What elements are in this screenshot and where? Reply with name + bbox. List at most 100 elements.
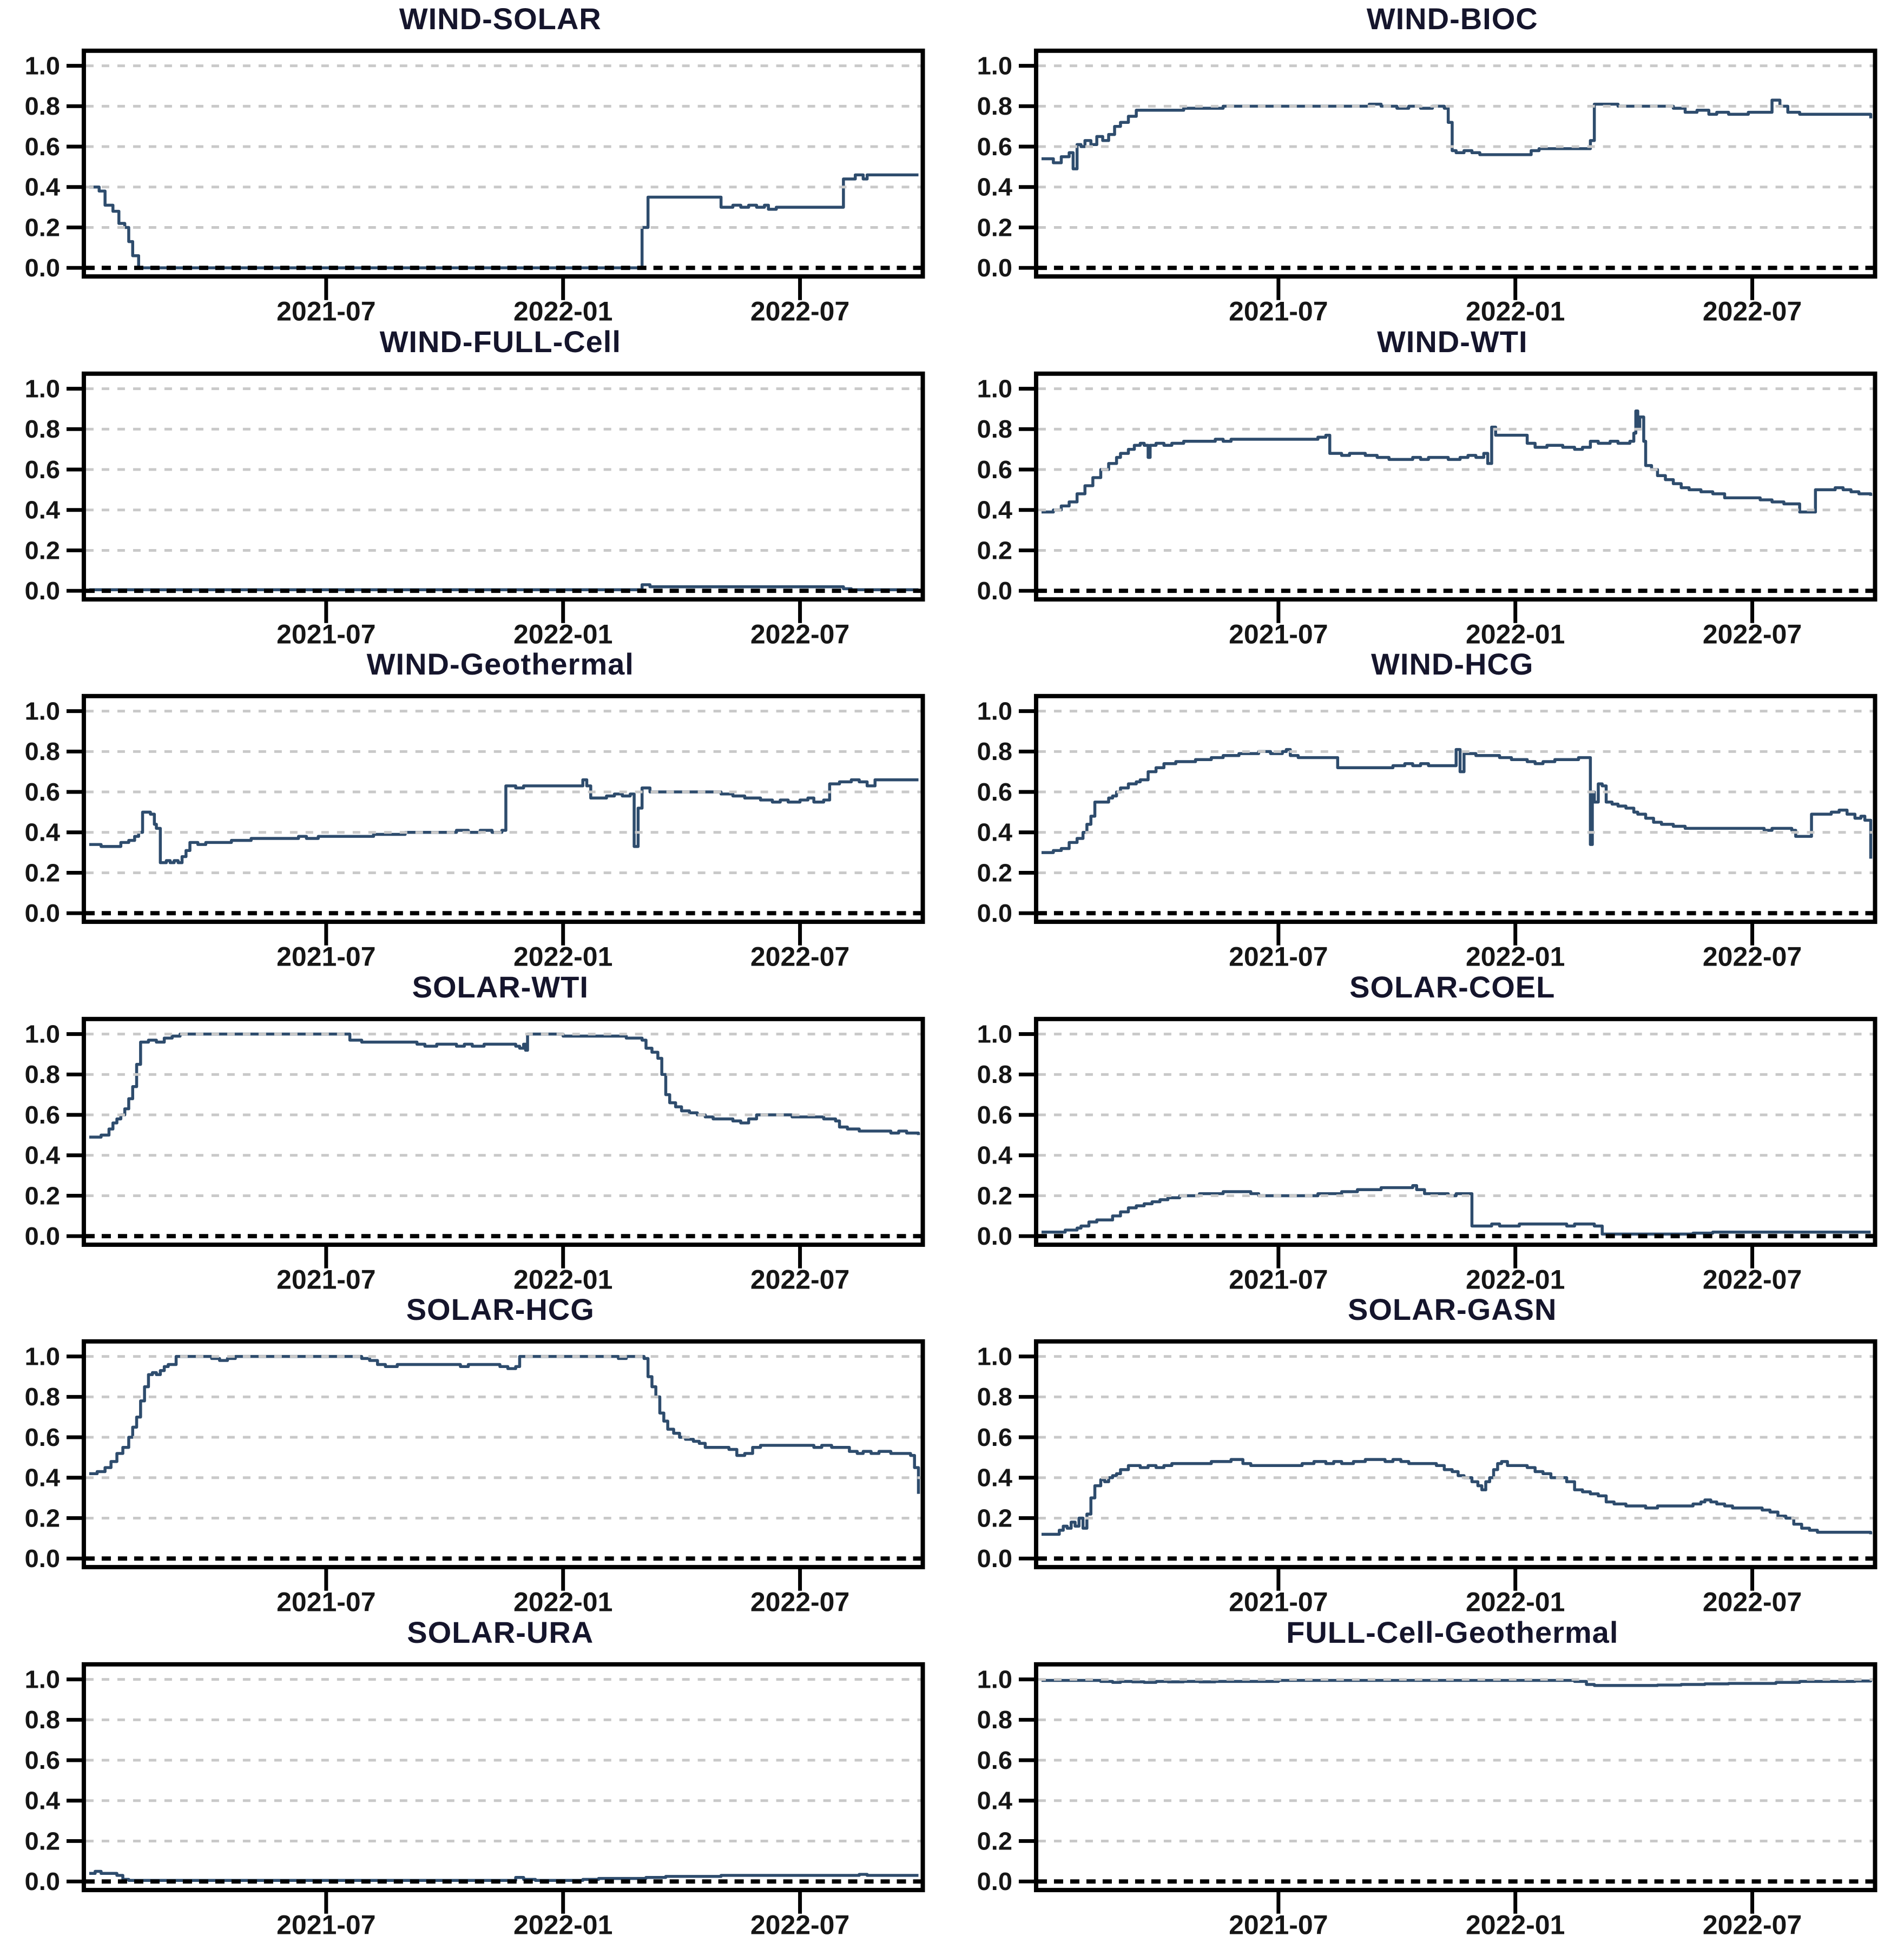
subplot-solar-gasn: SOLAR-GASN 1.0 0.8 0.6 0.4 0.2 0.0 2021-07 2022-… [952,1291,1904,1614]
y-axis-tick-label: 0.4 [977,818,1012,847]
chart-title: WIND-WTI [1376,324,1528,359]
y-axis-tick-label: 0.8 [977,737,1012,765]
x-axis-tick-label: 2021-07 [276,619,375,645]
y-axis-tick-label: 0.4 [25,1464,60,1492]
plot-border [1033,371,1877,602]
y-axis-tick-label: 0.2 [977,858,1012,887]
y-axis-tick-label: 0.8 [25,1706,60,1734]
subplot-solar-wti: SOLAR-WTI 1.0 0.8 0.6 0.4 0.2 0.0 2021-07 2022-0… [0,968,952,1291]
data-series-line [89,583,919,591]
x-axis-tick-label: 2022-07 [1702,1909,1801,1936]
y-axis-tick-label: 0.6 [25,455,60,484]
x-axis-tick-label: 2021-07 [1229,1587,1328,1614]
y-axis-tick-label: 0.0 [25,577,60,605]
chart-canvas: 1.0 0.8 0.6 0.4 0.2 0.0 2021-07 2022-01 2022-07 [25,371,925,645]
y-axis-tick-label: 0.6 [977,1746,1012,1774]
y-axis-tick-label: 0.0 [25,1867,60,1895]
x-axis-tick-label: 2022-01 [1466,1909,1565,1936]
chart-title: FULL-Cell-Geothermal [1286,1615,1619,1649]
y-axis-tick-label: 0.2 [25,1827,60,1855]
y-axis-tick-label: 0.2 [25,1504,60,1532]
x-axis-tick-label: 2022-07 [1702,942,1801,968]
y-axis-tick-label: 0.0 [977,254,1012,282]
y-axis-tick-label: 0.8 [25,1383,60,1411]
y-axis-tick-label: 1.0 [977,1665,1012,1693]
y-axis-tick-label: 0.8 [25,737,60,765]
y-axis-tick-label: 0.4 [977,1786,1012,1814]
data-series-line [89,173,919,269]
plot-border [1033,693,1877,924]
subplot-wind-solar: WIND-SOLAR 1.0 0.8 0.6 0.4 0.2 0.0 2021-07 2022-… [0,0,952,323]
x-axis-tick-label: 2022-01 [513,619,612,645]
data-series-line [89,1032,920,1139]
y-axis-tick-label: 0.2 [977,1181,1012,1210]
y-axis-tick-label: 0.4 [25,1141,60,1169]
y-axis-tick-label: 0.2 [977,536,1012,564]
y-axis-tick-label: 0.6 [25,1101,60,1129]
chart-title: WIND-BIOC [1366,2,1538,36]
y-axis-tick-label: 0.4 [25,173,60,201]
y-axis-tick-label: 1.0 [25,52,60,80]
y-axis-tick-label: 0.0 [25,254,60,282]
y-axis-tick-label: 0.2 [977,1827,1012,1855]
x-axis-tick-label: 2021-07 [1229,296,1328,323]
x-axis-tick-label: 2021-07 [1229,619,1328,645]
x-axis-tick-label: 2022-07 [1702,619,1801,645]
y-axis-tick-label: 1.0 [977,52,1012,80]
x-axis-tick-label: 2021-07 [1229,1264,1328,1291]
y-axis-tick-label: 0.6 [977,455,1012,484]
y-axis-tick-label: 0.2 [25,858,60,887]
plot-border [81,1339,925,1570]
y-axis-tick-label: 0.2 [25,1181,60,1210]
y-axis-tick-label: 0.6 [977,1423,1012,1451]
plot-border [1033,1339,1877,1570]
y-axis-tick-label: 1.0 [25,697,60,725]
x-axis-tick-label: 2022-01 [1466,296,1565,323]
chart-title: SOLAR-HCG [406,1292,595,1326]
subplot-wind-geothermal: WIND-Geothermal 1.0 0.8 0.6 0.4 0.2 0.0 2021-07… [0,645,952,968]
chart-title: SOLAR-GASN [1348,1292,1557,1326]
y-axis-tick-label: 0.0 [977,1544,1012,1572]
x-axis-tick-label: 2022-07 [750,1264,849,1291]
x-axis-tick-label: 2022-01 [513,1909,612,1936]
y-axis-tick-label: 0.4 [25,1786,60,1814]
subplot-wind-bioc: WIND-BIOC 1.0 0.8 0.6 0.4 0.2 0.0 2021-07 2022-0… [952,0,1904,323]
subplot-solar-coel: SOLAR-COEL 1.0 0.8 0.6 0.4 0.2 0.0 2021-07 2022-… [952,968,1904,1291]
y-axis-tick-label: 0.0 [977,1867,1012,1895]
chart-canvas: 1.0 0.8 0.6 0.4 0.2 0.0 2021-07 2022-01 2022-07 [977,48,1877,323]
chart-canvas: 1.0 0.8 0.6 0.4 0.2 0.0 2021-07 2022-01 2022-07 [25,1016,925,1291]
x-axis-tick-label: 2021-07 [276,1587,375,1614]
x-axis-tick-label: 2022-01 [1466,1587,1565,1614]
data-series-line [1041,1458,1872,1536]
y-axis-tick-label: 0.4 [25,818,60,847]
x-axis-tick-label: 2022-01 [1466,1264,1565,1291]
x-axis-tick-label: 2022-01 [513,1587,612,1614]
x-axis-tick-label: 2022-07 [1702,296,1801,323]
y-axis-tick-label: 0.4 [977,173,1012,201]
plot-border [81,693,925,924]
y-axis-tick-label: 1.0 [977,1343,1012,1371]
data-series-line [1041,748,1872,859]
plot-border [1033,1662,1877,1892]
plot-border [1033,1016,1877,1247]
chart-title: WIND-FULL-Cell [379,324,621,359]
y-axis-tick-label: 0.4 [977,1141,1012,1169]
x-axis-tick-label: 2021-07 [276,1909,375,1936]
y-axis-tick-label: 1.0 [977,374,1012,402]
x-axis-tick-label: 2021-07 [276,296,375,323]
y-axis-tick-label: 0.6 [25,133,60,161]
chart-canvas: 1.0 0.8 0.6 0.4 0.2 0.0 2021-07 2022-01 2022-07 [977,1339,1877,1614]
plot-border [81,1662,925,1892]
plot-border [1033,48,1877,279]
y-axis-tick-label: 0.8 [977,1706,1012,1734]
plot-border [81,1016,925,1247]
y-axis-tick-label: 0.0 [25,899,60,927]
y-axis-tick-label: 0.2 [977,213,1012,241]
y-axis-tick-label: 0.6 [25,1746,60,1774]
x-axis-tick-label: 2022-07 [1702,1264,1801,1291]
x-axis-tick-label: 2022-01 [513,296,612,323]
chart-canvas: 1.0 0.8 0.6 0.4 0.2 0.0 2021-07 2022-01 2022-07 [25,693,925,968]
y-axis-tick-label: 0.4 [977,1464,1012,1492]
x-axis-tick-label: 2021-07 [1229,1909,1328,1936]
